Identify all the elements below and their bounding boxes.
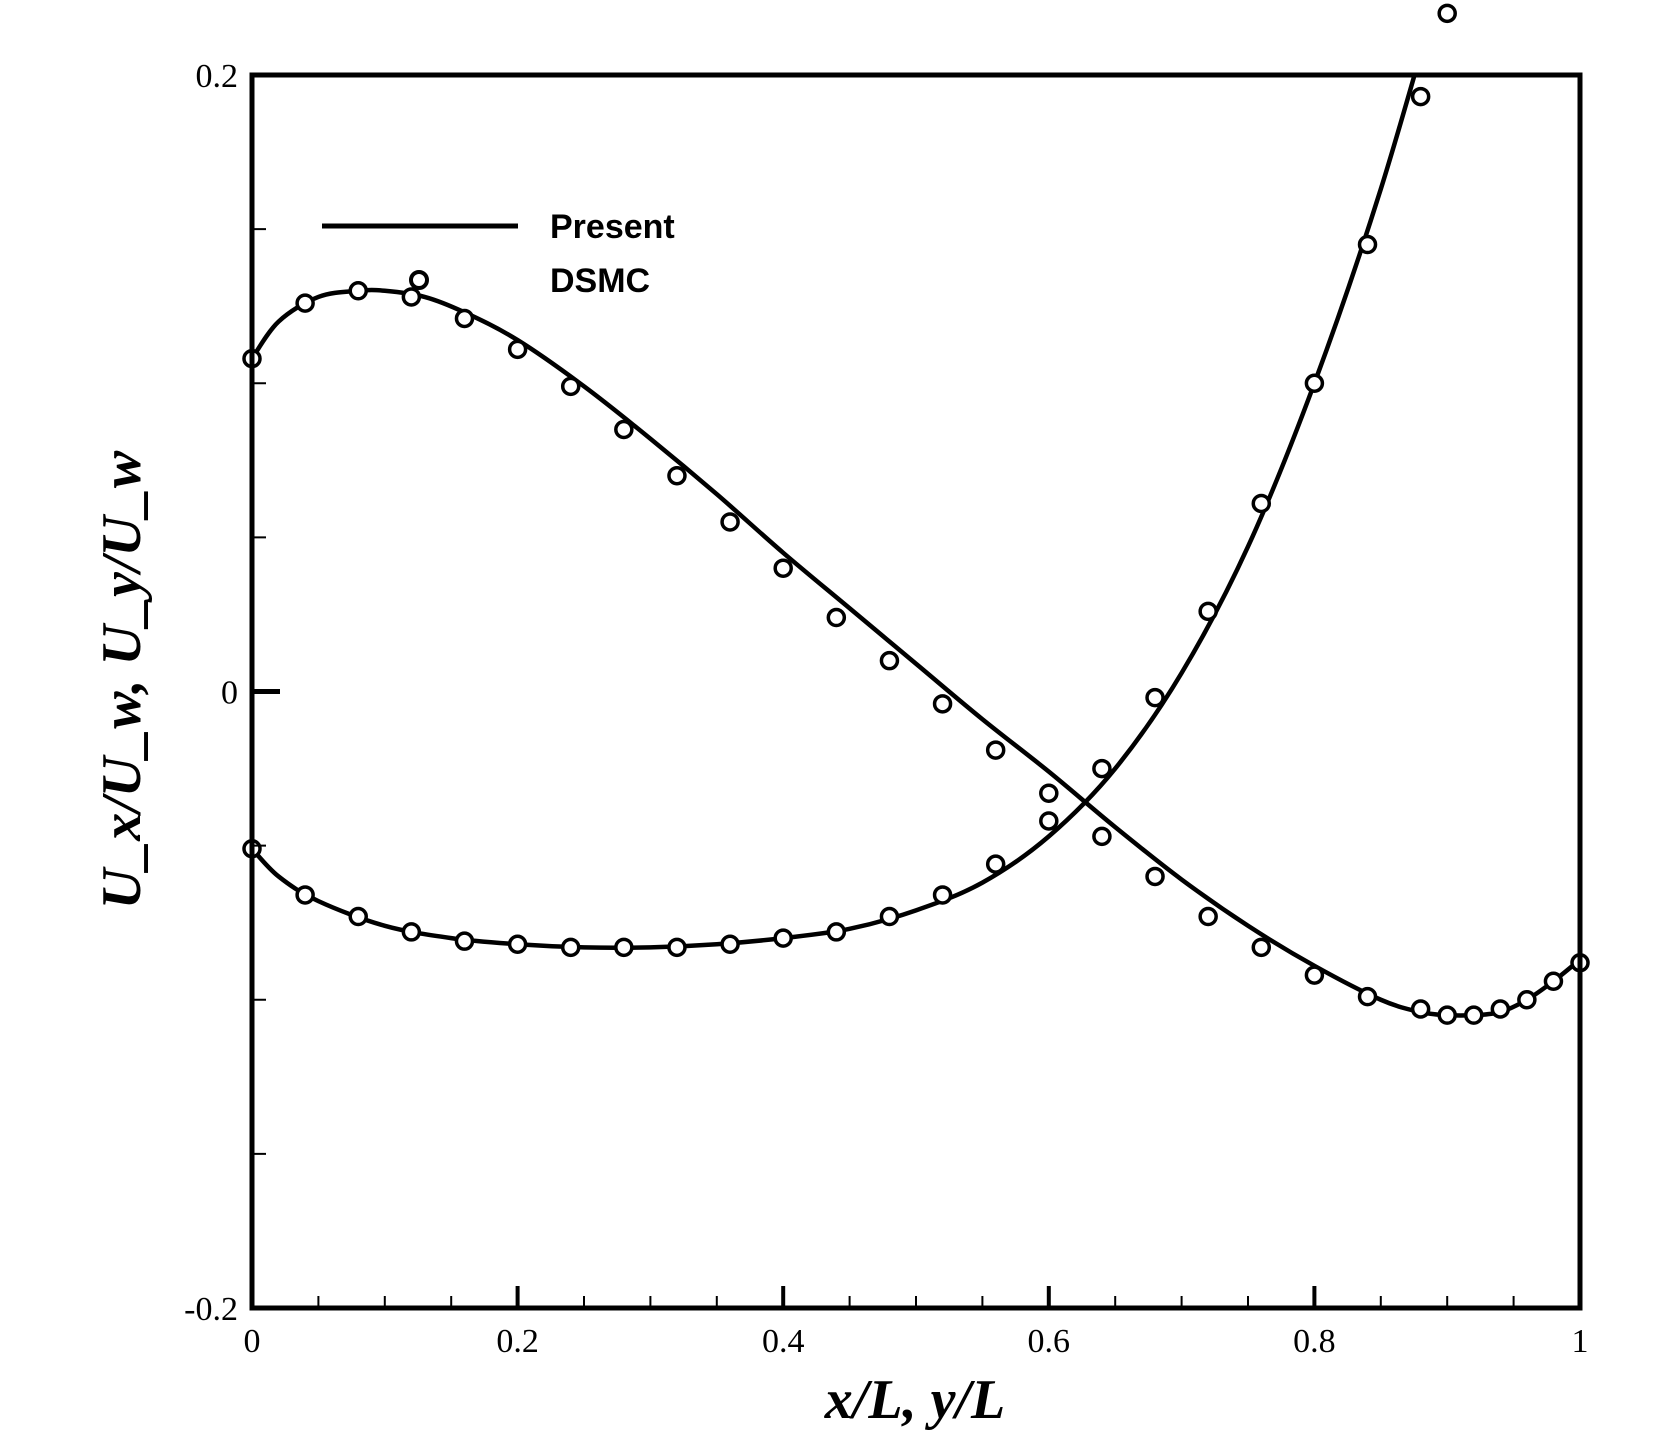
dsmc-point-ux: [295, 293, 315, 313]
dsmc-point-ux: [932, 694, 953, 714]
dsmc-point-uy: [985, 854, 1006, 874]
dsmc-point-ux: [720, 512, 740, 532]
dsmc-point-ux: [1517, 990, 1537, 1010]
dsmc-point-uy: [1357, 234, 1378, 255]
dsmc-point-uy: [773, 928, 793, 948]
dsmc-point-ux: [1357, 986, 1378, 1007]
plot-frame: [249, 72, 1583, 1311]
x-tick-label: 0.2: [496, 1323, 539, 1360]
dsmc-point-uy: [348, 906, 368, 927]
y-tick-label: 0: [221, 675, 238, 712]
dsmc-point-ux: [773, 558, 793, 578]
dsmc-point-ux: [1437, 1005, 1457, 1025]
dsmc-point-uy: [932, 885, 953, 905]
dsmc-point-uy: [1437, 3, 1457, 24]
dsmc-point-uy: [1092, 758, 1112, 779]
dsmc-point-uy: [879, 906, 900, 927]
dsmc-point-uy: [1198, 601, 1218, 622]
dsmc-point-uy: [401, 922, 422, 942]
dsmc-point-ux: [1039, 783, 1059, 803]
x-tick-label: 0.8: [1293, 1323, 1336, 1360]
tick-layer: 0 0.2 0.4 0.6 0.8 1-0.200.2: [184, 58, 1588, 1360]
dsmc-point-ux: [1543, 971, 1564, 992]
y-tick-label: 0.2: [196, 58, 239, 95]
dsmc-point-ux: [454, 308, 475, 329]
dsmc-point-ux: [1304, 965, 1325, 985]
dsmc-point-uy: [295, 885, 315, 905]
dsmc-point-ux: [1092, 826, 1112, 847]
x-tick-label: 0.6: [1028, 1323, 1071, 1360]
dsmc-point-uy: [560, 937, 581, 958]
dsmc-point-uy: [720, 934, 740, 955]
dsmc-point-uy: [826, 922, 847, 942]
dsmc-point-uy: [667, 937, 687, 958]
dsmc-point-ux: [348, 281, 368, 301]
dsmc-point-ux: [1490, 999, 1511, 1019]
x-tick-label: 0: [244, 1323, 261, 1360]
y-tick-label: -0.2: [184, 1291, 238, 1328]
dsmc-point-ux: [401, 287, 422, 307]
present-curve-uy: [252, 75, 1417, 950]
dsmc-point-uy: [1304, 373, 1325, 393]
dsmc-point-ux: [879, 650, 900, 671]
dsmc-point-ux: [614, 419, 634, 440]
dsmc-point-ux: [507, 339, 528, 360]
dsmc-point-uy: [614, 937, 634, 958]
dsmc-point-ux: [1464, 1005, 1484, 1025]
x-tick-label: 0.4: [762, 1323, 805, 1360]
dsmc-point-ux: [1198, 906, 1218, 927]
dsmc-point-ux: [1251, 937, 1272, 958]
dsmc-point-ux: [985, 740, 1006, 760]
dsmc-point-uy: [1410, 86, 1431, 107]
series-layer: [242, 3, 1590, 1025]
legend-circle-swatch: [409, 270, 429, 290]
legend-label-dsmc: DSMC: [550, 262, 650, 300]
x-tick-label: 1: [1572, 1323, 1589, 1360]
x-axis-title: x/L, y/L: [824, 1369, 1005, 1431]
dsmc-point-uy: [454, 931, 475, 951]
dsmc-point-uy: [1251, 493, 1272, 514]
legend-label-present: Present: [550, 208, 675, 246]
dsmc-point-uy: [507, 934, 528, 955]
dsmc-point-ux: [560, 376, 581, 397]
dsmc-point-ux: [1145, 866, 1165, 887]
dsmc-point-ux: [1410, 999, 1431, 1019]
dsmc-point-ux: [826, 607, 847, 628]
dsmc-point-uy: [1145, 687, 1165, 708]
y-axis-title: U_x/U_w, U_y/U_w: [91, 450, 153, 909]
dsmc-point-ux: [667, 465, 687, 486]
legend: Present DSMC: [322, 208, 675, 300]
dsmc-point-uy: [1039, 811, 1059, 831]
present-curve-ux: [252, 287, 1580, 1018]
